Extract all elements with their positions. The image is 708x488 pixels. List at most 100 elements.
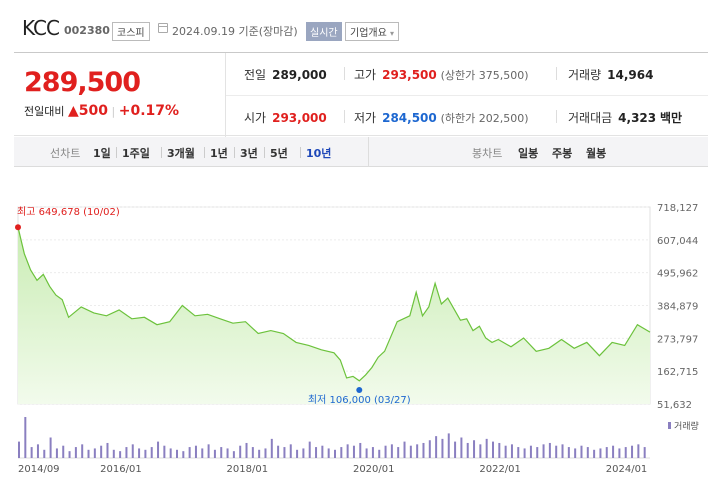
tab-separator [161, 147, 162, 158]
period-tab-5[interactable]: 5년 [270, 147, 288, 160]
quote-row-2: 시가 293,000 저가 284,500 (하한가 202,500) 거래대금 4,… [226, 95, 708, 137]
price-chart: 718,127 607,044 495,962 384,879 273,797 162,7… [15, 203, 699, 475]
volume-bar [194, 445, 197, 458]
volume-bar [346, 444, 349, 458]
candle-tab-2[interactable]: 월봉 [586, 147, 607, 160]
volume-bar [529, 445, 532, 458]
volume-bar [245, 442, 248, 458]
period-tab-6[interactable]: 10년 [306, 147, 332, 160]
volume-bar [441, 438, 444, 458]
period-tab-1[interactable]: 1주일 [122, 147, 150, 160]
x-tick-label: 2022/01 [479, 464, 521, 475]
min-label: 최저 106,000 (03/27) [308, 394, 411, 406]
volume-bar [365, 448, 368, 458]
chevron-down-icon: ▾ [390, 29, 395, 38]
tab-separator [116, 147, 117, 158]
volume-bar [49, 437, 52, 458]
volume-bar [605, 447, 608, 458]
company-info-button[interactable]: 기업개요 ▾ [345, 22, 400, 41]
divider [344, 110, 345, 123]
volume-bar [283, 447, 286, 458]
volume-bar [87, 449, 90, 458]
y-tick-label: 607,044 [657, 236, 698, 247]
volume-bar [580, 445, 583, 458]
volume-bar [612, 445, 615, 458]
change-value: 500 [78, 103, 108, 119]
volume-bar [473, 440, 476, 458]
volume-bar [466, 442, 469, 458]
quote-panel: 289,500 전일대비 ▲500 | +0.17% 전일 289,000 고가 2… [14, 52, 708, 137]
change-line: 전일대비 ▲500 | +0.17% [24, 103, 180, 119]
y-tick-label: 495,962 [657, 269, 698, 280]
quote-date: 2024.09.19 기준(장마감) [172, 25, 298, 38]
volume-bar [599, 448, 602, 458]
candle-tab-1[interactable]: 주봉 [552, 147, 573, 160]
change-percent: +0.17% [118, 103, 180, 119]
volume-bar [176, 449, 178, 458]
volume-bar [296, 449, 299, 458]
divider [344, 67, 345, 80]
trade-amount: 거래대금 4,323 백만 [568, 111, 683, 125]
volume-bar [548, 442, 551, 458]
line-chart-label: 선차트 [50, 147, 81, 160]
volume-bar [24, 417, 27, 458]
volume-bar [131, 444, 134, 458]
volume-bar [492, 441, 494, 458]
volume-bar [454, 441, 457, 458]
volume-bar [447, 433, 450, 458]
volume-bar [36, 444, 39, 458]
volume-bar [618, 448, 621, 458]
volume-bar [435, 436, 438, 458]
prev-close: 전일 289,000 [244, 68, 327, 82]
volume-bar [119, 451, 122, 458]
volume-legend-swatch [668, 422, 671, 429]
volume-bar [643, 447, 646, 458]
volume-bar [226, 448, 229, 458]
tabs-divider [368, 137, 369, 167]
volume-bar [567, 447, 570, 458]
realtime-button[interactable]: 실시간 [306, 22, 342, 41]
volume-bar [593, 449, 596, 458]
volume-bar [169, 448, 172, 458]
period-tab-3[interactable]: 1년 [210, 147, 228, 160]
volume-bar [352, 445, 355, 458]
y-tick-label: 162,715 [657, 367, 698, 378]
volume-bar [125, 447, 128, 458]
volume-bar [157, 441, 160, 458]
volume-bar [18, 441, 20, 458]
price-line [17, 227, 651, 382]
volume-bar [390, 444, 393, 458]
period-tab-4[interactable]: 3년 [240, 147, 258, 160]
min-marker [356, 387, 363, 393]
y-tick-label: 718,127 [657, 203, 698, 214]
volume-bar [624, 447, 627, 458]
volume-bar [43, 449, 46, 458]
day-low: 저가 284,500 (하한가 202,500) [354, 111, 529, 125]
candle-chart-label: 봉차트 [472, 147, 503, 160]
candle-tab-0[interactable]: 일봉 [518, 147, 539, 160]
volume-bar [315, 447, 318, 458]
period-tab-0[interactable]: 1일 [93, 147, 111, 160]
volume-bar [30, 447, 33, 458]
max-marker [15, 224, 21, 231]
volume-bar [586, 447, 589, 458]
volume-bar [542, 444, 545, 458]
volume-bar [289, 444, 292, 458]
volume-bar [416, 444, 419, 458]
tab-separator [204, 147, 205, 158]
x-tick-label: 2020/01 [353, 464, 395, 475]
volume-bar [555, 445, 558, 458]
volume-bar [536, 447, 539, 458]
volume-bar [150, 447, 153, 458]
quote-grid: 전일 289,000 고가 293,500 (상한가 375,500) 거래량 14,… [226, 53, 708, 137]
volume-bar [163, 445, 166, 458]
volume-bar [637, 444, 640, 458]
volume-bar [378, 449, 381, 458]
volume-bar [403, 441, 406, 458]
volume-bar [93, 448, 96, 458]
x-tick-label: 2018/01 [227, 464, 269, 475]
period-tab-2[interactable]: 3개월 [167, 147, 195, 160]
volume-bar [68, 451, 71, 458]
volume-bar [409, 445, 412, 458]
volume-bar [498, 442, 501, 458]
